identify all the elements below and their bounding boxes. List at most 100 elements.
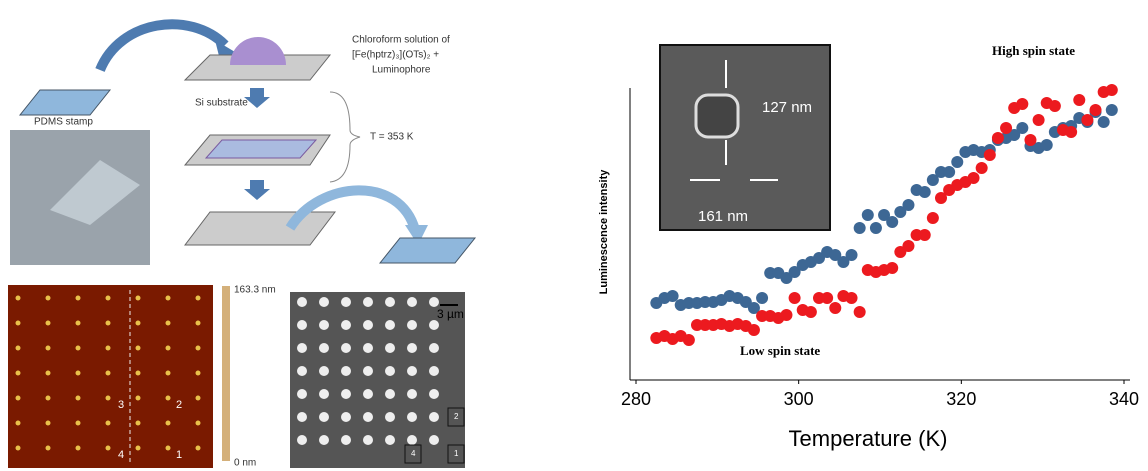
afm-dot: [196, 321, 201, 326]
afm-mark: 1: [176, 449, 182, 461]
fluo-dot: [407, 320, 417, 330]
afm-dot: [166, 371, 171, 376]
data-point: [846, 292, 858, 304]
data-point: [1000, 122, 1012, 134]
fluo-dot: [407, 412, 417, 422]
afm-dot: [16, 296, 21, 301]
afm-dot: [76, 421, 81, 426]
pdms-stamp: [20, 90, 110, 115]
fluo-dot: [297, 320, 307, 330]
afm-dot: [106, 421, 111, 426]
fluo-dot: [297, 366, 307, 376]
afm-dot: [136, 421, 141, 426]
fluo-dot: [407, 389, 417, 399]
data-point: [829, 302, 841, 314]
afm-dot: [196, 446, 201, 451]
data-point: [748, 324, 760, 336]
fluo-dot: [319, 366, 329, 376]
afm-image: [8, 285, 213, 468]
fluo-dot: [429, 343, 439, 353]
data-point: [1024, 134, 1036, 146]
data-point: [1049, 100, 1061, 112]
droplet: [230, 37, 286, 65]
fluo-mark: 2: [454, 412, 459, 421]
afm-mark: 2: [176, 399, 182, 411]
afm-dot: [166, 296, 171, 301]
fluo-dot: [319, 435, 329, 445]
data-point: [846, 249, 858, 261]
afm-dot: [166, 396, 171, 401]
fluo-dot: [429, 412, 439, 422]
data-point: [992, 132, 1004, 144]
data-point: [886, 216, 898, 228]
data-point: [870, 222, 882, 234]
annotation: Low spin state: [740, 343, 820, 358]
fluo-dot: [341, 412, 351, 422]
afm-dot: [16, 396, 21, 401]
afm-dot: [16, 321, 21, 326]
data-point: [1090, 104, 1102, 116]
afm-dot: [166, 446, 171, 451]
afm-dot: [106, 371, 111, 376]
afm-dot: [46, 296, 51, 301]
fluo-dot: [297, 412, 307, 422]
afm-dot: [16, 371, 21, 376]
inset-label: 127 nm: [762, 99, 812, 116]
fluo-dot: [297, 435, 307, 445]
afm-dot: [136, 296, 141, 301]
stamp-label: PDMS stamp: [34, 117, 93, 128]
fluo-dot: [341, 389, 351, 399]
data-point: [1041, 139, 1053, 151]
fluo-dot: [319, 297, 329, 307]
arrow: [244, 88, 270, 108]
fluo-dot: [363, 320, 373, 330]
afm-dot: [46, 421, 51, 426]
data-point: [854, 306, 866, 318]
data-point: [886, 262, 898, 274]
substrate: [185, 212, 335, 245]
fluo-dot: [385, 412, 395, 422]
afm-dot: [136, 321, 141, 326]
afm-dot: [196, 296, 201, 301]
fluo-dot: [297, 389, 307, 399]
solution-text: Luminophore: [372, 65, 431, 76]
afm-dot: [136, 396, 141, 401]
data-point: [943, 166, 955, 178]
afm-dot: [76, 371, 81, 376]
scale-bar-label: 3 µm: [437, 307, 464, 321]
data-point: [919, 229, 931, 241]
color-bar-label: 0 nm: [234, 458, 256, 469]
y-axis-label: Luminescence intensity: [598, 169, 610, 295]
substrate-label: Si substrate: [195, 98, 248, 109]
data-point: [756, 292, 768, 304]
fluo-dot: [385, 343, 395, 353]
afm-dot: [196, 346, 201, 351]
film: [206, 140, 316, 158]
data-point: [1033, 114, 1045, 126]
x-tick-label: 340: [1109, 389, 1139, 409]
afm-dot: [136, 371, 141, 376]
fluo-dot: [319, 320, 329, 330]
afm-dot: [106, 296, 111, 301]
fluo-dot: [407, 435, 417, 445]
x-axis-label: Temperature (K): [789, 426, 948, 451]
afm-mark: 3: [118, 399, 124, 411]
afm-dot: [76, 346, 81, 351]
data-point: [984, 149, 996, 161]
afm-dot: [136, 346, 141, 351]
fluo-dot: [319, 343, 329, 353]
afm-dot: [76, 296, 81, 301]
afm-dot: [136, 446, 141, 451]
data-point: [862, 209, 874, 221]
afm-dot: [46, 396, 51, 401]
fluo-dot: [385, 297, 395, 307]
fluo-dot: [341, 320, 351, 330]
fluo-dot: [407, 297, 417, 307]
data-point: [951, 156, 963, 168]
fluo-dot: [385, 320, 395, 330]
afm-dot: [46, 446, 51, 451]
afm-dot: [76, 321, 81, 326]
fluo-dot: [429, 389, 439, 399]
data-point: [902, 240, 914, 252]
data-point: [968, 172, 980, 184]
